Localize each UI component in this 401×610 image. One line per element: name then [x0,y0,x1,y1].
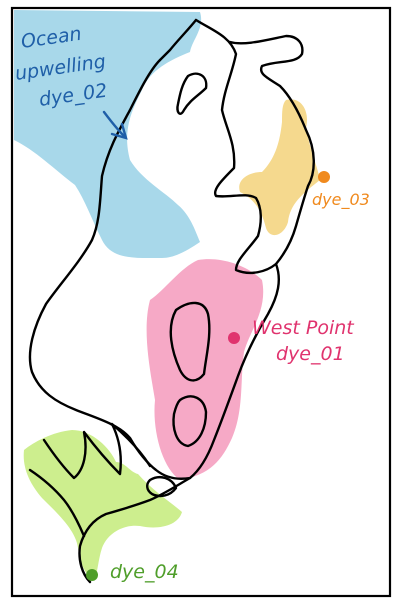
west-point-label-line1: West Point [252,317,355,339]
west-point-label-line2: dye_01 [276,343,345,365]
dye04-label: dye_04 [110,561,179,583]
inner-bay-1 [169,301,211,382]
ocean-dye-region [14,10,202,259]
dye03-label: dye_03 [312,190,370,210]
coastline [28,18,315,584]
southern-island [146,476,178,498]
dye04-marker[interactable] [86,569,98,581]
dye03-region [239,99,320,236]
inner-bay-2 [172,395,208,448]
map-frame [10,6,392,598]
west-point-marker[interactable] [228,332,240,344]
southern-spikes-2 [28,468,86,538]
dye04-region [23,430,183,580]
southern-spikes [42,422,152,480]
coastline-east-fragment [158,18,198,62]
dye03-marker[interactable] [318,171,330,183]
inner-inlet-top [176,72,208,115]
coastline-west [28,58,280,480]
southern-coast [78,476,192,584]
upwelling-arrow [102,110,128,140]
